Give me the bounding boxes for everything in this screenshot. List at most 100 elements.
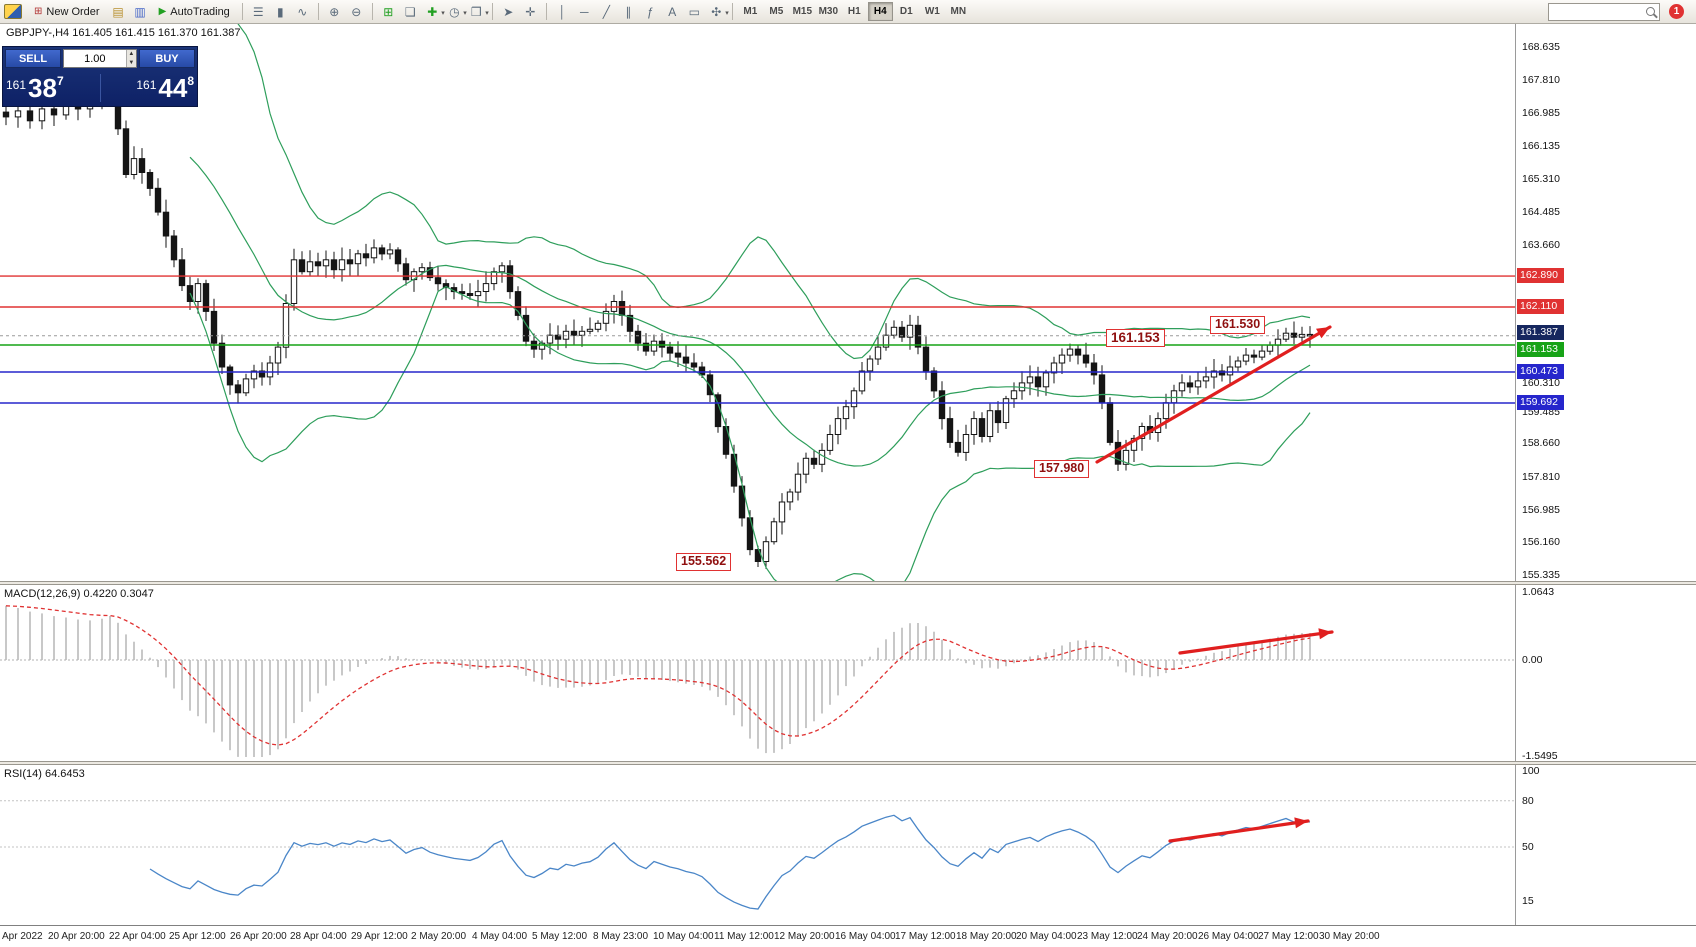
horizontal-line-icon[interactable]: ─ xyxy=(574,2,595,22)
equidistant-channel-icon[interactable]: ∥ xyxy=(618,2,639,22)
templates-icon[interactable]: ❒ ▾ xyxy=(466,2,489,22)
volume-decrease-button[interactable]: ▼ xyxy=(126,58,136,67)
fibonacci-icon[interactable]: ƒ xyxy=(640,2,661,22)
autotrading-button[interactable]: ▶ AutoTrading xyxy=(152,2,237,22)
time-axis-label: 27 May 12:00 xyxy=(1258,931,1319,942)
price-annotation-label[interactable]: 157.980 xyxy=(1034,460,1090,478)
panel-divider[interactable] xyxy=(0,581,1696,585)
time-axis-label: 26 May 04:00 xyxy=(1198,931,1259,942)
macd-axis[interactable]: 1.0643 0.00 -1.5495 xyxy=(1516,585,1694,762)
toolbar-separator xyxy=(491,3,493,20)
candlestick-chart-icon[interactable]: ▮ xyxy=(270,2,291,22)
new-order-button[interactable]: ⊞ New Order xyxy=(27,2,107,22)
price-tag-159.692[interactable]: 159.692 xyxy=(1517,395,1564,410)
price-tag-160.473[interactable]: 160.473 xyxy=(1517,364,1564,379)
price-chart-canvas[interactable] xyxy=(0,24,1515,581)
indicators-icon[interactable]: ✚ ▾ xyxy=(422,2,445,22)
trend-arrow[interactable] xyxy=(1095,325,1332,464)
notification-badge[interactable]: 1 xyxy=(1669,4,1684,19)
volume-increase-button[interactable]: ▲ xyxy=(126,50,136,59)
time-axis[interactable]: Apr 2022 20 Apr 20:00 22 Apr 04:00 25 Apr 1… xyxy=(0,925,1696,947)
time-axis-label: 12 May 20:00 xyxy=(774,931,835,942)
macd-axis-label: 0.00 xyxy=(1522,654,1543,666)
charts-icon[interactable]: ▤ xyxy=(108,2,129,22)
market-watch-icon[interactable]: ▥ xyxy=(130,2,151,22)
timeframe-m15[interactable]: M15 xyxy=(790,2,815,21)
price-tag-161.387[interactable]: 161.387 xyxy=(1517,325,1564,340)
price-axis-label: 163.660 xyxy=(1522,239,1560,251)
volume-box: ▲ ▼ xyxy=(63,49,137,68)
price-axis-label: 155.335 xyxy=(1522,569,1560,581)
buy-price[interactable]: 161448 xyxy=(136,72,194,103)
panel-divider[interactable] xyxy=(0,761,1696,765)
toolbar: ⊞ New Order ▤ ▥ ▶ AutoTrading ☰ ▮ ∿ ⊕ ⊖ ⊞ ❏ ✚ ▾ ◷ ▾ ❒ ▾ ➤ ✛ │… xyxy=(0,0,1696,24)
timeframe-m30[interactable]: M30 xyxy=(816,2,841,21)
arrow-objects-icon[interactable]: ✣ ▾ xyxy=(706,2,729,22)
price-annotation-label[interactable]: 161.530 xyxy=(1210,316,1266,334)
time-axis-label: 10 May 04:00 xyxy=(653,931,714,942)
rsi-chart-canvas[interactable] xyxy=(0,765,1515,925)
main-chart-panel[interactable]: GBPJPY-,H4 161.405 161.415 161.370 161.3… xyxy=(0,24,1696,581)
timeframe-m1[interactable]: M1 xyxy=(738,2,763,21)
time-axis-label: 26 Apr 20:00 xyxy=(230,931,287,942)
price-axis[interactable]: 168.635 167.810 166.985 166.135 165.310 164.4… xyxy=(1516,24,1694,581)
volume-input[interactable] xyxy=(64,50,126,67)
periodicity-icon[interactable]: ◷ ▾ xyxy=(444,2,467,22)
macd-chart-canvas[interactable] xyxy=(0,585,1515,761)
price-tag-162.890[interactable]: 162.890 xyxy=(1517,268,1564,283)
cursor-icon[interactable]: ➤ xyxy=(498,2,519,22)
search-input[interactable] xyxy=(1553,6,1642,17)
price-annotation-label[interactable]: 161.153 xyxy=(1106,329,1165,347)
tile-windows-icon[interactable]: ⊞ xyxy=(378,2,399,22)
timeframe-mn[interactable]: MN xyxy=(946,2,971,21)
toolbar-separator xyxy=(371,3,373,20)
price-axis-label: 158.660 xyxy=(1522,437,1560,449)
price-axis-label: 166.135 xyxy=(1522,140,1560,152)
zoom-in-icon[interactable]: ⊕ xyxy=(324,2,345,22)
price-axis-label: 156.985 xyxy=(1522,504,1560,516)
time-axis-label: 18 May 20:00 xyxy=(956,931,1017,942)
app-icon xyxy=(4,4,22,19)
macd-panel[interactable]: MACD(12,26,9) 0.4220 0.3047 1.0643 0.00 -1… xyxy=(0,585,1696,762)
bollinger-lower-band xyxy=(189,285,1311,581)
timeframe-w1[interactable]: W1 xyxy=(920,2,945,21)
price-tag-161.153[interactable]: 161.153 xyxy=(1517,342,1564,357)
price-tag-162.110[interactable]: 162.110 xyxy=(1517,299,1564,314)
buy-button[interactable]: BUY xyxy=(139,49,195,68)
trendline-icon[interactable]: ╱ xyxy=(596,2,617,22)
timeframe-h4[interactable]: H4 xyxy=(867,2,893,21)
toolbar-separator xyxy=(545,3,547,20)
rsi-panel[interactable]: RSI(14) 64.6453 100 80 50 15 xyxy=(0,765,1696,925)
macd-axis-label: 1.0643 xyxy=(1522,586,1555,598)
time-axis-label: Apr 2022 xyxy=(2,931,43,942)
zoom-out-icon[interactable]: ⊖ xyxy=(346,2,367,22)
timeframe-d1[interactable]: D1 xyxy=(894,2,919,21)
time-axis-label: 4 May 04:00 xyxy=(472,931,528,942)
rsi-axis-label: 80 xyxy=(1522,795,1534,807)
timeframe-h1[interactable]: H1 xyxy=(842,2,867,21)
search-icon[interactable] xyxy=(1646,7,1655,16)
price-annotation-label[interactable]: 155.562 xyxy=(676,553,732,571)
bollinger-middle-band xyxy=(189,156,1311,467)
macd-signal-line xyxy=(5,605,1311,746)
rsi-axis[interactable]: 100 80 50 15 xyxy=(1516,765,1694,925)
trend-arrow[interactable] xyxy=(1178,628,1334,655)
text-label-icon[interactable]: ▭ xyxy=(684,2,705,22)
crosshair-icon[interactable]: ✛ xyxy=(520,2,541,22)
trend-arrow[interactable] xyxy=(1168,817,1310,843)
one-click-trading-panel: SELL ▲ ▼ BUY 161387 161448 xyxy=(2,46,198,107)
chevron-down-icon: ▾ xyxy=(485,9,489,17)
sell-price[interactable]: 161387 xyxy=(6,72,64,103)
price-axis-label: 164.485 xyxy=(1522,206,1560,218)
vertical-line-icon[interactable]: │ xyxy=(552,2,573,22)
timeframe-m5[interactable]: M5 xyxy=(764,2,789,21)
time-axis-label: 20 May 04:00 xyxy=(1016,931,1077,942)
line-chart-icon[interactable]: ∿ xyxy=(292,2,313,22)
macd-histogram xyxy=(5,605,1311,757)
text-icon[interactable]: A xyxy=(662,2,683,22)
candlestick-series xyxy=(2,55,1314,569)
bar-chart-icon[interactable]: ☰ xyxy=(248,2,269,22)
cascade-windows-icon[interactable]: ❏ xyxy=(400,2,421,22)
sell-button[interactable]: SELL xyxy=(5,49,61,68)
